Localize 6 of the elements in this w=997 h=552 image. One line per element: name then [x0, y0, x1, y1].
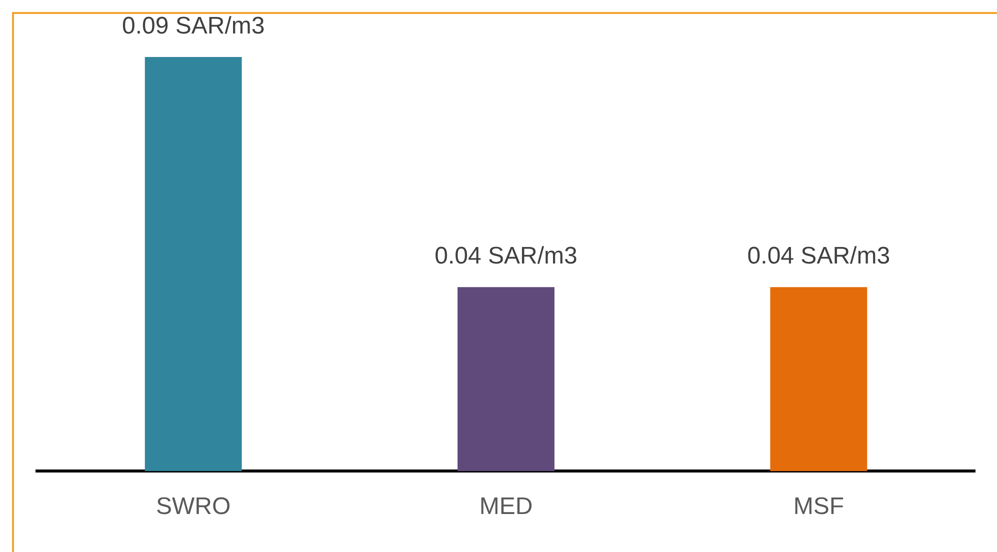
data-label: 0.04 SAR/m3 [434, 242, 578, 270]
data-label: 0.09 SAR/m3 [122, 12, 265, 40]
x-tick-label: MED [479, 493, 533, 520]
x-tick-label: MSF [793, 493, 844, 520]
x-tick-label: SWRO [156, 493, 231, 520]
data-label: 0.04 SAR/m3 [747, 242, 890, 270]
